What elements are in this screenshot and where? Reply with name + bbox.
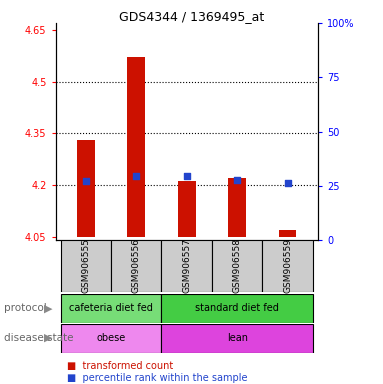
Text: GSM906558: GSM906558 (232, 238, 242, 293)
Text: disease state: disease state (4, 333, 73, 343)
Bar (178, 182, 196, 237)
Point (83, 179, 89, 185)
Bar (61, 324, 162, 353)
Bar (128, 58, 145, 237)
Bar (162, 240, 212, 292)
Bar (228, 178, 246, 237)
Point (234, 177, 240, 183)
Bar (262, 240, 313, 292)
Bar (61, 294, 162, 323)
Text: cafeteria diet fed: cafeteria diet fed (69, 303, 153, 313)
Text: ▶: ▶ (44, 303, 52, 313)
Text: protocol: protocol (4, 303, 47, 313)
Text: standard diet fed: standard diet fed (195, 303, 279, 313)
Bar (279, 230, 296, 237)
Bar (162, 294, 313, 323)
Text: lean: lean (227, 333, 248, 343)
Bar (111, 240, 162, 292)
Text: GDS4344 / 1369495_at: GDS4344 / 1369495_at (119, 10, 264, 23)
Bar (212, 240, 262, 292)
Text: GSM906556: GSM906556 (132, 238, 141, 293)
Text: ■  percentile rank within the sample: ■ percentile rank within the sample (67, 373, 247, 383)
Bar (162, 324, 313, 353)
Bar (77, 140, 95, 237)
Point (285, 180, 291, 186)
Point (184, 173, 190, 179)
Point (133, 173, 139, 179)
Text: ■  transformed count: ■ transformed count (67, 361, 173, 371)
Bar (61, 240, 111, 292)
Text: GSM906557: GSM906557 (182, 238, 191, 293)
Text: ▶: ▶ (44, 333, 52, 343)
Text: obese: obese (97, 333, 126, 343)
Text: GSM906555: GSM906555 (81, 238, 90, 293)
Text: GSM906559: GSM906559 (283, 238, 292, 293)
